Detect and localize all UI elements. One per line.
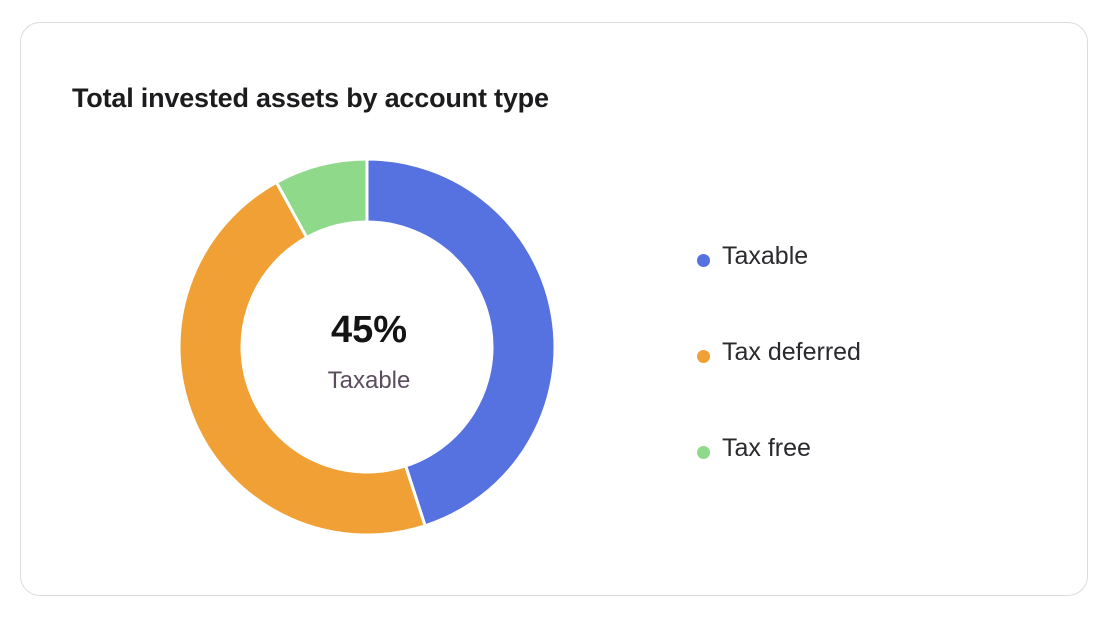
center-label: Taxable (327, 367, 411, 394)
donut-slice-tax-free[interactable] (274, 157, 369, 239)
legend-label: Tax deferred (722, 338, 861, 366)
chart-card: Total invested assets by account type 45… (20, 22, 1088, 596)
donut-slices (177, 157, 557, 537)
legend-item-taxable[interactable]: Taxable (697, 238, 861, 334)
legend-dot-icon (697, 446, 710, 459)
center-percentage: 45% (330, 309, 408, 351)
donut-chart (177, 157, 557, 537)
legend-label: Taxable (722, 242, 809, 270)
legend-dot-icon (697, 350, 710, 363)
legend-item-tax-deferred[interactable]: Tax deferred (697, 334, 861, 430)
donut-slice-taxable[interactable] (365, 157, 557, 528)
chart-title: Total invested assets by account type (72, 83, 549, 113)
chart-legend: Taxable Tax deferred Tax free (697, 238, 861, 526)
legend-dot-icon (697, 254, 710, 267)
donut-slice-tax-deferred[interactable] (177, 180, 427, 537)
legend-item-tax-free[interactable]: Tax free (697, 430, 861, 526)
legend-label: Tax free (722, 434, 811, 462)
